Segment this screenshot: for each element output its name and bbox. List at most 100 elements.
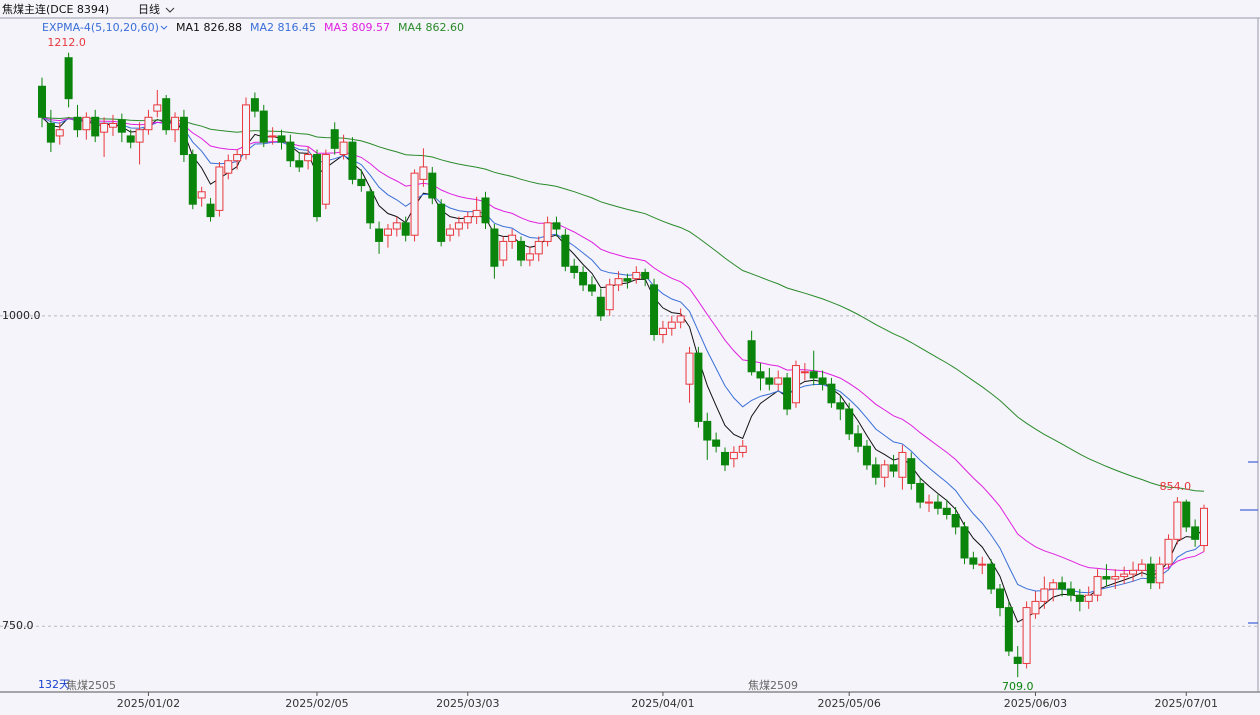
candle-body	[1031, 600, 1040, 615]
x-tick-label: 2025/02/05	[285, 697, 348, 710]
candle-body	[1102, 576, 1111, 580]
candle-body	[126, 135, 135, 143]
candle-body	[729, 451, 738, 460]
candle-body	[242, 104, 251, 156]
candle-body	[100, 123, 109, 133]
ema-line	[41, 116, 1205, 623]
x-tick-label: 2025/01/02	[117, 697, 180, 710]
candle-body	[561, 234, 570, 267]
candle-body	[933, 501, 942, 509]
candle-body	[694, 352, 703, 422]
candle-body	[312, 154, 321, 218]
candle-body	[987, 563, 996, 590]
candle-body	[1084, 594, 1093, 602]
candle-body	[215, 166, 224, 211]
candle-body	[907, 458, 916, 484]
candle-body	[525, 253, 534, 261]
x-tick-label: 2025/03/03	[436, 697, 499, 710]
candle-body	[765, 377, 774, 385]
candle-body	[259, 110, 268, 143]
period-selector[interactable]: 日线	[138, 2, 160, 16]
candle-body	[925, 501, 934, 504]
candle-body	[889, 464, 898, 472]
candle-body	[144, 116, 153, 131]
candle-body	[1111, 576, 1120, 580]
legend-entry: MA3 809.57	[324, 21, 390, 34]
candle-body	[632, 271, 641, 280]
candle-body	[614, 278, 623, 286]
candle-body	[1129, 569, 1138, 575]
candle-body	[1182, 501, 1191, 528]
candle-body	[1004, 607, 1013, 652]
candle-body	[446, 228, 455, 236]
candle-body	[951, 514, 960, 528]
candle-body	[437, 203, 446, 242]
legend-entry: MA1 826.88	[176, 21, 242, 34]
candle-body	[827, 383, 836, 404]
candle-body	[791, 365, 800, 404]
candle-body	[1137, 563, 1146, 571]
price-annotation: 1212.0	[47, 36, 86, 49]
candle-body	[800, 371, 809, 374]
candle-body	[1058, 582, 1067, 590]
candle-body	[286, 141, 295, 162]
candle-body	[854, 433, 863, 447]
candle-body	[960, 526, 969, 559]
x-tick-label: 2025/04/01	[631, 697, 694, 710]
candle-body	[658, 327, 667, 336]
candle-body	[880, 464, 889, 478]
candle-body	[570, 265, 579, 273]
candle-body	[1066, 588, 1075, 596]
price-annotation: 854.0	[1160, 480, 1192, 493]
y-tick-label: 1000.0	[2, 309, 41, 322]
candle-body	[499, 240, 508, 261]
chart-title: 焦煤主连(DCE 8394)	[2, 3, 109, 16]
candle-body	[410, 172, 419, 236]
candle-body	[1200, 507, 1208, 547]
candle-body	[392, 222, 401, 230]
candle-body	[1146, 563, 1155, 584]
candle-body	[721, 451, 730, 466]
candle-body	[472, 209, 481, 218]
ema-line	[41, 116, 1205, 572]
x-tick-label: 2025/06/03	[1004, 697, 1067, 710]
candle-body	[587, 284, 596, 292]
candle-body	[454, 222, 463, 230]
candle-body	[171, 116, 180, 131]
candle-body	[108, 123, 117, 128]
candle-body	[1120, 573, 1129, 578]
candle-body	[375, 228, 384, 242]
candle-body	[836, 402, 845, 410]
candle-body	[366, 191, 375, 224]
candle-body	[596, 296, 605, 317]
candle-body	[845, 408, 854, 435]
candle-body	[295, 160, 304, 168]
candle-body	[1040, 588, 1049, 602]
ema-line	[41, 116, 1205, 492]
candle-body	[357, 178, 366, 187]
indicator-label[interactable]: EXPMA-4(5,10,20,60)	[42, 21, 159, 34]
candle-body	[250, 98, 259, 112]
candle-body	[809, 371, 818, 379]
candle-body	[978, 563, 987, 566]
candle-body	[463, 216, 472, 224]
candle-body	[871, 464, 880, 478]
candle-body	[916, 482, 925, 503]
candle-body	[1173, 501, 1182, 540]
candle-body	[685, 352, 694, 385]
candle-body	[46, 123, 55, 143]
candle-body	[712, 439, 721, 447]
indicator-arrow[interactable]	[160, 25, 168, 30]
candle-body	[304, 154, 313, 162]
dropdown-arrow[interactable]	[165, 7, 175, 13]
candle-body	[1013, 656, 1022, 664]
candle-body	[64, 57, 73, 100]
legend-entry: MA4 862.60	[398, 21, 464, 34]
candle-body	[747, 340, 756, 373]
candle-body	[188, 154, 197, 205]
candle-body	[153, 104, 162, 112]
candle-body	[330, 129, 339, 149]
candle-body	[277, 135, 286, 143]
